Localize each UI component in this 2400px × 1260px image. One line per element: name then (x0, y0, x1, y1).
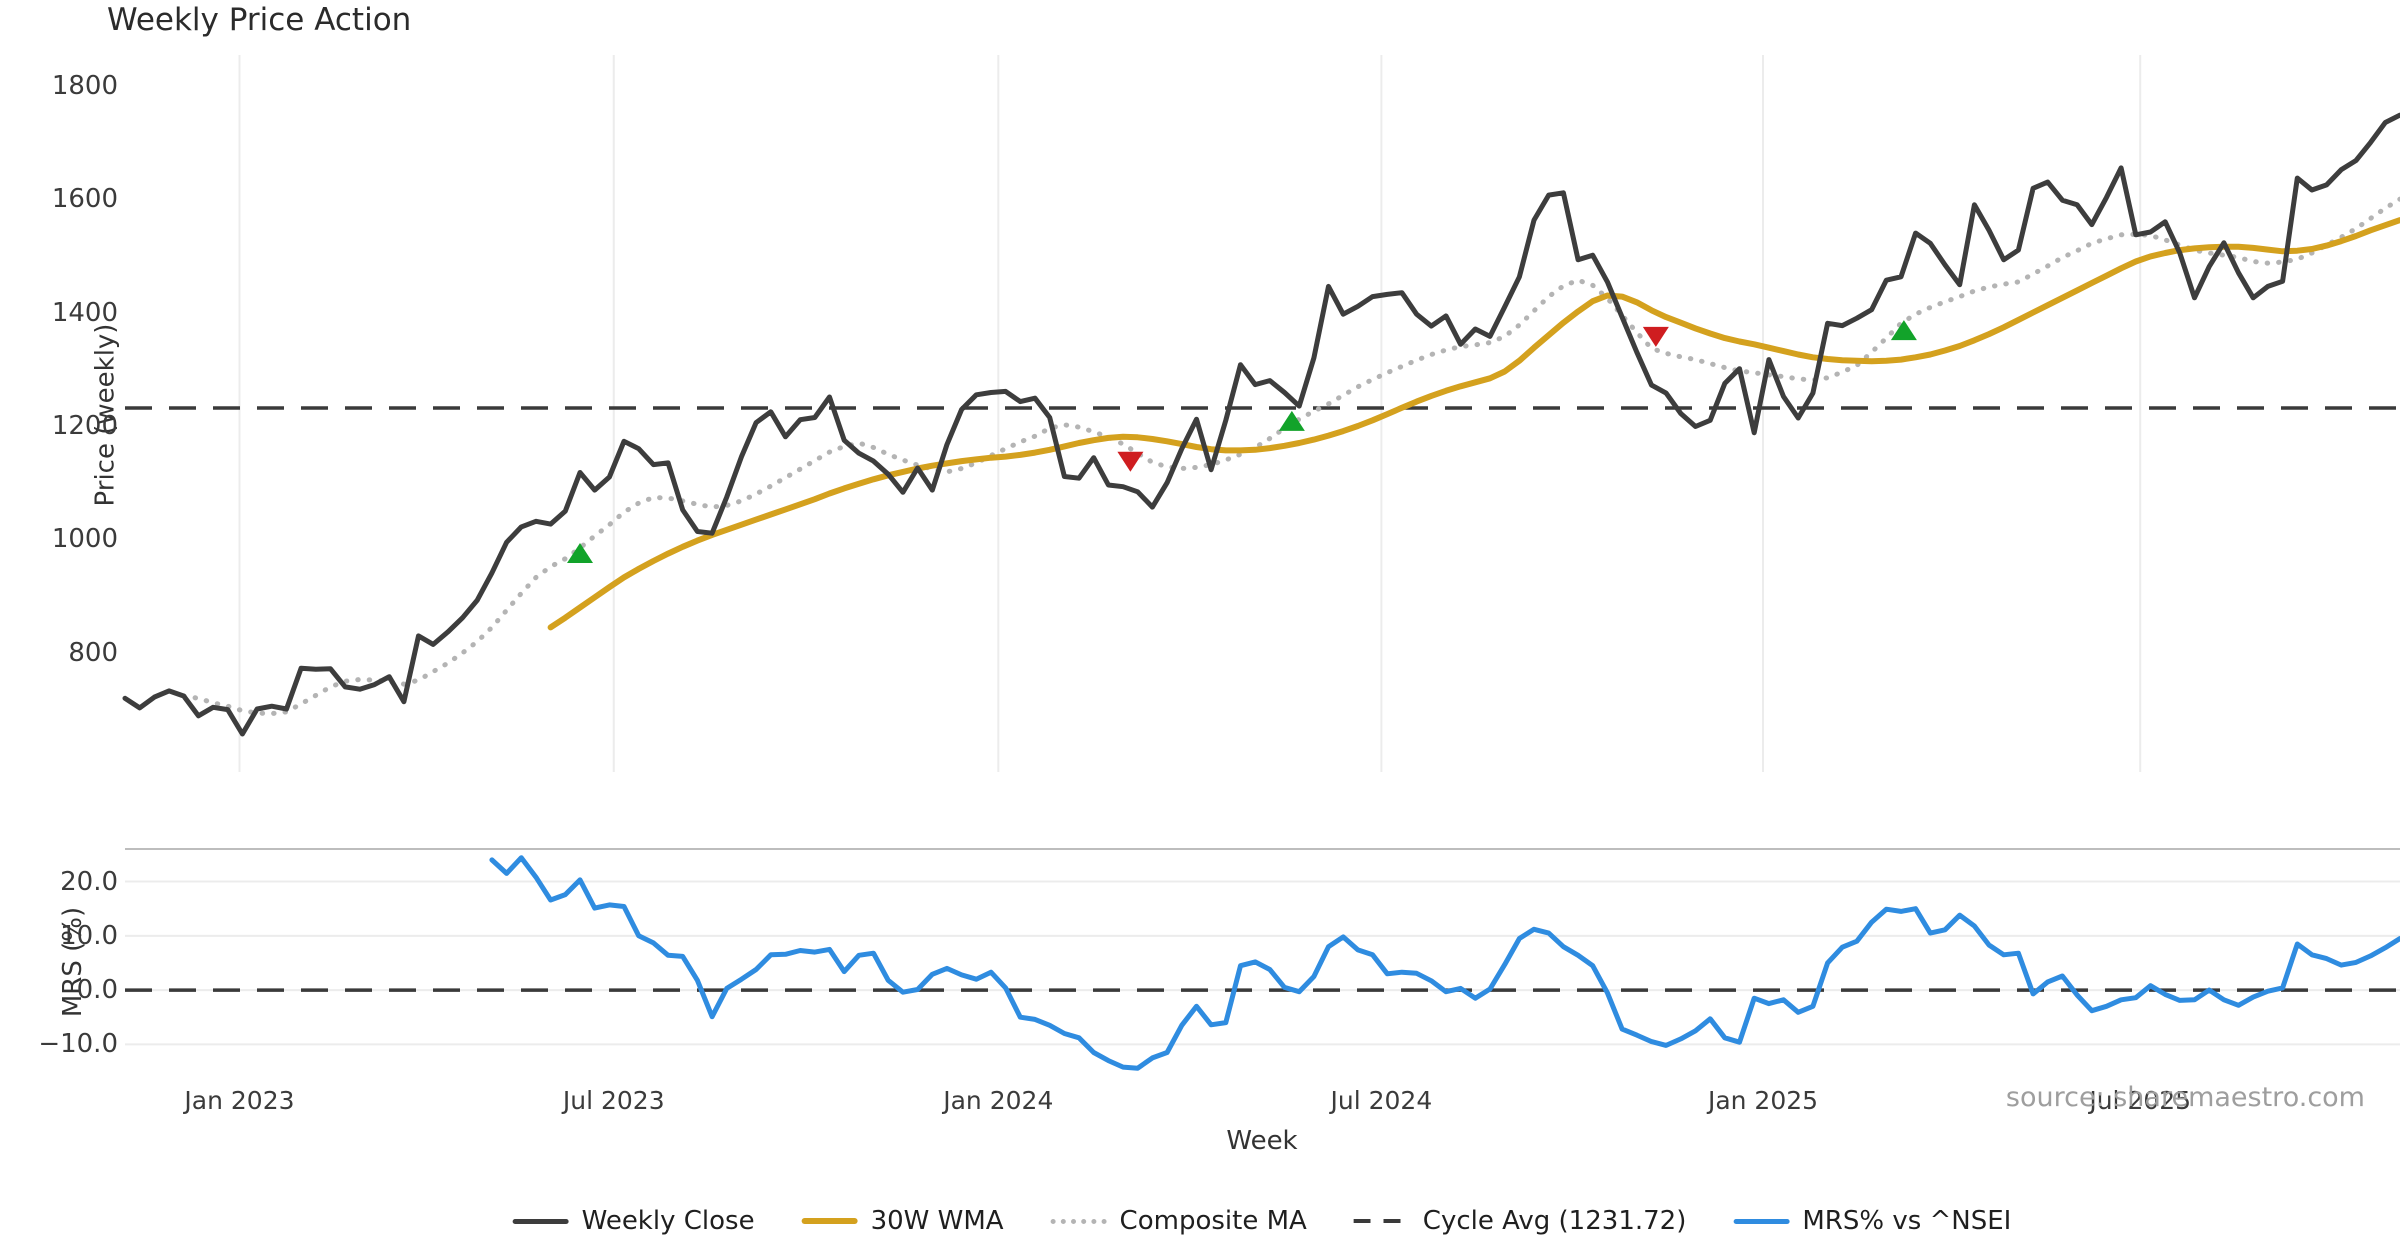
mrs-y-tick-label: 0.0 (76, 975, 118, 1006)
wma-line-swatch-icon (801, 1218, 858, 1224)
30w-wma-line (547, 217, 2400, 631)
price-y-tick-label: 1000 (51, 524, 118, 555)
x-axis-label: Week (1226, 1126, 1298, 1156)
legend-label: Cycle Avg (1231.72) (1422, 1206, 1687, 1236)
sell-signal-marker-icon (1117, 451, 1144, 472)
weekly-close-line-swatch-icon (512, 1218, 569, 1224)
legend-label: Weekly Close (581, 1206, 755, 1236)
mrs-y-tick-label: 10.0 (60, 920, 118, 951)
legend-label: Composite MA (1119, 1206, 1307, 1236)
buy-signal-marker-icon (1890, 320, 1917, 341)
x-tick-label: Jan 2025 (1707, 1086, 1819, 1115)
x-tick-label: Jan 2024 (943, 1086, 1054, 1115)
price-y-tick-label: 1600 (51, 184, 118, 215)
mrs-vs-nsei-line (489, 855, 2400, 1071)
chart-legend: Weekly Close 30W WMA Composite MA Cycle … (512, 1206, 2011, 1236)
sell-signal-marker-icon (1642, 326, 1669, 347)
price-y-tick-label: 800 (68, 637, 118, 668)
x-tick-label: Jul 2025 (2089, 1086, 2192, 1115)
x-tick-label: Jul 2024 (1330, 1086, 1433, 1115)
weekly-close-line (122, 112, 2400, 737)
legend-item-weekly-close: Weekly Close (512, 1206, 755, 1236)
price-y-tick-label: 1200 (51, 410, 118, 441)
composite-ma-line (181, 196, 2400, 717)
chart-title: Weekly Price Action (107, 2, 412, 38)
x-tick-label: Jan 2023 (184, 1086, 295, 1115)
legend-item-composite-ma: Composite MA (1050, 1206, 1307, 1236)
composite-ma-swatch-icon (1050, 1218, 1107, 1224)
mrs-y-tick-label: −10.0 (38, 1029, 118, 1060)
mrs-line-swatch-icon (1733, 1218, 1790, 1224)
legend-label: 30W WMA (870, 1206, 1004, 1236)
legend-item-30w-wma: 30W WMA (801, 1206, 1004, 1236)
source-watermark: source: sharemaestro.com (2005, 1082, 2365, 1113)
x-tick-label: Jul 2023 (562, 1086, 665, 1115)
buy-signal-marker-icon (1278, 410, 1305, 431)
price-y-tick-label: 1400 (51, 297, 118, 328)
price-y-tick-label: 1800 (51, 70, 118, 101)
legend-label: MRS% vs ^NSEI (1802, 1206, 2012, 1236)
legend-item-mrs: MRS% vs ^NSEI (1733, 1206, 2011, 1236)
legend-item-cycle-avg: Cycle Avg (1231.72) (1353, 1206, 1687, 1236)
buy-signal-marker-icon (567, 543, 593, 564)
mrs-y-tick-label: 20.0 (60, 866, 118, 897)
cycle-avg-swatch-icon (1353, 1219, 1410, 1223)
